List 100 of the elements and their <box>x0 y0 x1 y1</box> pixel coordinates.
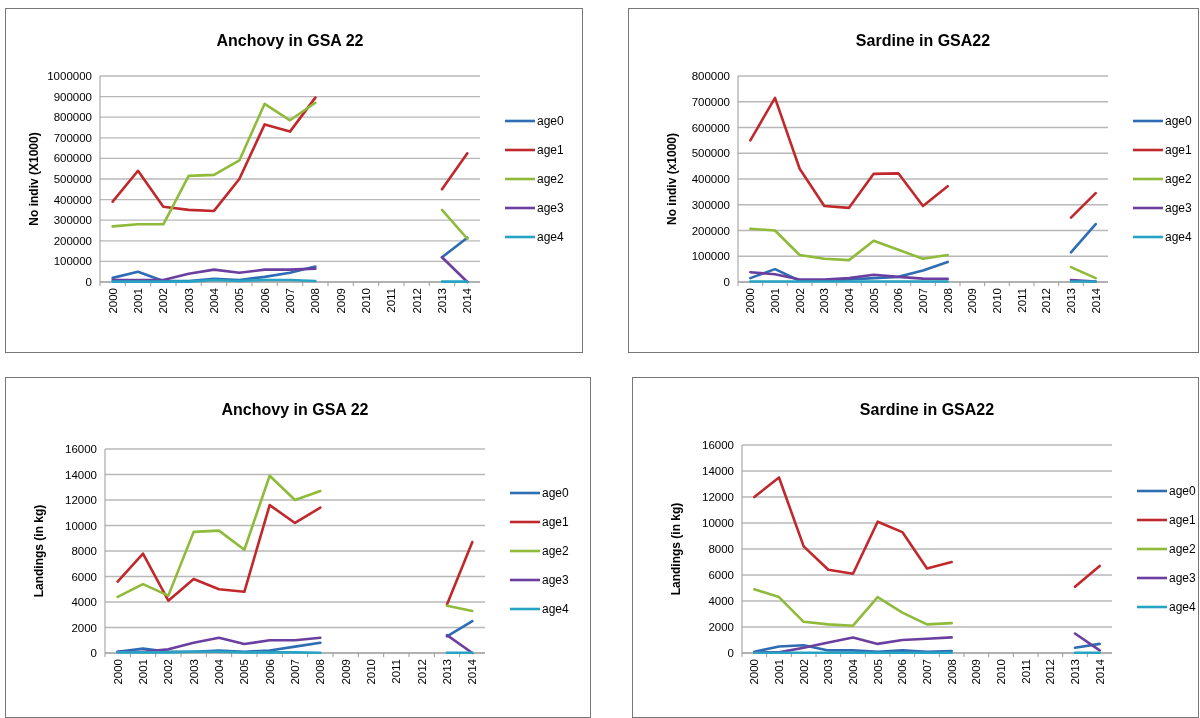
x-tick-label: 2004 <box>208 287 221 314</box>
x-tick-label: 2009 <box>966 288 979 314</box>
legend-label: age3 <box>537 201 565 216</box>
x-tick-label: 2003 <box>822 659 835 685</box>
y-tick-label: 500000 <box>53 173 92 186</box>
x-tick-label: 2000 <box>748 659 761 685</box>
x-tick-label: 2006 <box>892 288 905 314</box>
x-tick-label: 2011 <box>385 288 398 313</box>
y-tick-label: 10000 <box>702 517 734 530</box>
x-tick-label: 2003 <box>182 288 195 314</box>
x-tick-label: 2010 <box>995 659 1008 685</box>
x-tick-label: 2013 <box>1065 288 1078 314</box>
x-tick-label: 2004 <box>213 658 226 685</box>
legend-label: age4 <box>542 602 570 617</box>
y-tick-label: 14000 <box>65 468 97 481</box>
x-tick-label: 2000 <box>111 659 124 685</box>
legend-label: age2 <box>1165 172 1193 187</box>
legend-label: age3 <box>1165 201 1193 216</box>
y-tick-label: 300000 <box>53 214 92 227</box>
x-tick-label: 2000 <box>744 288 757 314</box>
x-tick-label: 2003 <box>818 288 831 314</box>
legend-label: age1 <box>1169 513 1197 528</box>
y-tick-label: 16000 <box>65 443 97 456</box>
x-tick-label: 2007 <box>921 659 934 685</box>
y-tick-label: 400000 <box>691 173 730 186</box>
y-tick-label: 0 <box>723 276 730 289</box>
y-tick-label: 2000 <box>71 621 97 634</box>
legend-label: age0 <box>537 114 565 129</box>
y-tick-label: 0 <box>85 276 92 289</box>
y-tick-label: 0 <box>727 647 734 660</box>
x-tick-label: 2002 <box>797 659 810 685</box>
x-tick-label: 2000 <box>106 288 119 314</box>
x-tick-label: 2009 <box>970 659 983 685</box>
legend-label: age1 <box>1165 143 1193 158</box>
x-tick-label: 2009 <box>334 288 347 314</box>
legend-label: age4 <box>537 230 565 245</box>
x-tick-label: 2010 <box>991 288 1004 314</box>
x-tick-label: 2012 <box>415 659 428 685</box>
chart-title: Anchovy in GSA 22 <box>216 32 364 49</box>
y-tick-label: 700000 <box>691 95 730 108</box>
y-axis-title: No indiv (x1000) <box>665 132 679 226</box>
y-tick-label: 200000 <box>691 224 730 237</box>
y-tick-label: 4000 <box>71 596 97 609</box>
x-tick-label: 2014 <box>1093 658 1106 685</box>
x-tick-label: 2011 <box>1015 288 1028 313</box>
y-tick-label: 600000 <box>53 152 92 165</box>
y-tick-label: 400000 <box>53 193 92 206</box>
x-tick-label: 2014 <box>466 658 479 685</box>
y-tick-label: 800000 <box>691 70 730 83</box>
x-tick-label: 2012 <box>1044 659 1057 685</box>
legend-label: age0 <box>1165 114 1193 129</box>
x-tick-label: 2008 <box>314 659 327 685</box>
x-tick-label: 2004 <box>847 658 860 685</box>
y-tick-label: 4000 <box>708 595 734 608</box>
x-tick-label: 2013 <box>441 659 454 685</box>
x-tick-label: 2001 <box>132 288 145 314</box>
x-tick-label: 2013 <box>436 288 449 314</box>
x-tick-label: 2011 <box>1019 659 1032 684</box>
x-tick-label: 2013 <box>1069 659 1082 685</box>
x-tick-label: 2006 <box>896 659 909 685</box>
x-tick-label: 2003 <box>187 659 200 685</box>
x-tick-label: 2002 <box>793 288 806 314</box>
x-tick-label: 2009 <box>339 659 352 685</box>
y-tick-label: 14000 <box>702 465 734 478</box>
y-tick-label: 600000 <box>691 121 730 134</box>
x-tick-label: 2010 <box>360 288 373 314</box>
y-tick-label: 6000 <box>71 570 97 583</box>
y-tick-label: 10000 <box>65 519 97 532</box>
y-axis-title: No indiv (X1000) <box>27 132 41 226</box>
x-tick-label: 2004 <box>843 287 856 314</box>
x-tick-label: 2005 <box>871 659 884 685</box>
x-tick-label: 2011 <box>390 659 403 684</box>
x-tick-label: 2014 <box>1089 287 1102 314</box>
legend-label: age4 <box>1169 600 1197 615</box>
y-tick-label: 300000 <box>691 198 730 211</box>
y-tick-label: 6000 <box>708 569 734 582</box>
y-tick-label: 100000 <box>691 250 730 263</box>
legend-label: age1 <box>537 143 565 158</box>
y-tick-label: 800000 <box>53 111 92 124</box>
legend-label: age0 <box>542 486 570 501</box>
legend-label: age2 <box>1169 542 1197 557</box>
chart-title: Sardine in GSA22 <box>859 401 995 418</box>
legend-label: age2 <box>537 172 565 187</box>
y-tick-label: 2000 <box>708 621 734 634</box>
y-tick-label: 1000000 <box>47 70 92 83</box>
x-tick-label: 2010 <box>365 659 378 685</box>
legend-label: age3 <box>1169 571 1197 586</box>
legend-label: age3 <box>542 573 570 588</box>
y-axis-title: Landings (in kg) <box>669 502 683 596</box>
y-tick-label: 8000 <box>708 543 734 556</box>
y-tick-label: 100000 <box>53 255 92 268</box>
legend-label: age4 <box>1165 230 1193 245</box>
y-tick-label: 700000 <box>53 131 92 144</box>
x-tick-label: 2008 <box>309 288 322 314</box>
x-tick-label: 2001 <box>769 288 782 314</box>
chart-title: Anchovy in GSA 22 <box>221 401 369 418</box>
x-tick-label: 2012 <box>1040 288 1053 314</box>
x-tick-label: 2002 <box>162 659 175 685</box>
y-tick-label: 16000 <box>702 439 734 452</box>
line-series <box>753 588 953 627</box>
